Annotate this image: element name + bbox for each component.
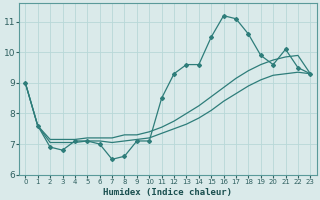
X-axis label: Humidex (Indice chaleur): Humidex (Indice chaleur) [103,188,232,197]
